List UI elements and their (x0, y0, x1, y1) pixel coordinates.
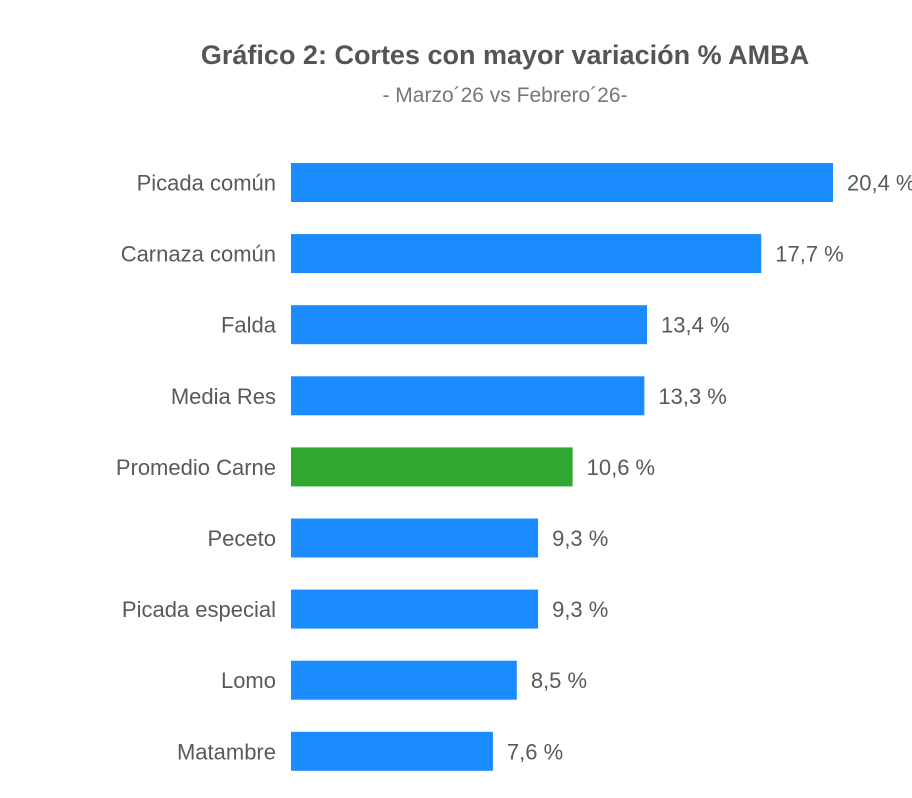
bar-0 (291, 163, 833, 202)
data-label: 9,3 % (552, 526, 608, 551)
bar-7 (291, 660, 517, 700)
category-label: Lomo (221, 668, 276, 693)
category-label: Media Res (171, 384, 276, 409)
data-label: 8,5 % (531, 668, 587, 693)
category-label: Falda (221, 313, 277, 338)
category-label: Peceto (208, 526, 277, 551)
data-label: 20,4 % (847, 171, 912, 196)
bar-2 (291, 305, 648, 345)
data-label: 9,3 % (552, 597, 608, 622)
chart-title: Gráfico 2: Cortes con mayor variación % … (200, 40, 810, 70)
data-label: 7,6 % (507, 739, 563, 764)
data-label: 17,7 % (775, 242, 844, 267)
category-label: Promedio Carne (116, 455, 276, 480)
category-label: Picada común (137, 171, 276, 196)
category-label: Picada especial (122, 597, 276, 622)
category-label: Matambre (177, 739, 276, 764)
bar-3 (291, 376, 645, 416)
bar-8 (291, 731, 493, 771)
category-label: Carnaza común (121, 242, 276, 267)
bar-4 (291, 447, 573, 487)
data-label: 13,4 % (661, 313, 730, 338)
data-label: 13,3 % (658, 384, 727, 409)
bar-1 (291, 234, 762, 274)
bar-6 (291, 589, 539, 629)
chart-subtitle: - Marzo´26 vs Febrero´26- (382, 84, 628, 107)
data-label: 10,6 % (587, 455, 656, 480)
bar-5 (291, 518, 539, 558)
